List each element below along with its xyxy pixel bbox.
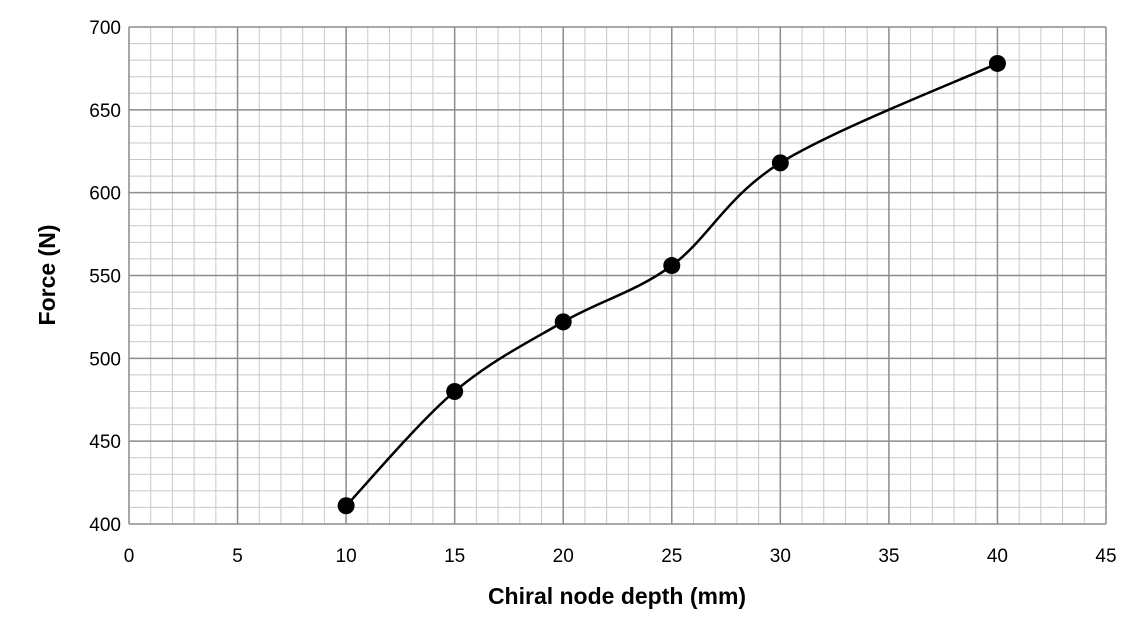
x-tick-label: 10	[336, 546, 357, 567]
x-tick-label: 30	[770, 546, 791, 567]
x-tick-label: 45	[1095, 546, 1116, 567]
y-tick-label: 450	[89, 432, 121, 453]
data-point	[663, 257, 681, 275]
x-tick-label: 25	[661, 546, 682, 567]
data-point	[771, 154, 789, 172]
y-axis-title: Force (N)	[34, 225, 60, 326]
x-tick-label: 5	[232, 546, 243, 567]
y-tick-label: 650	[89, 101, 121, 122]
y-axis-tick-labels: 400 450 500 550 600 650 700	[89, 18, 121, 536]
x-tick-label: 0	[124, 546, 135, 567]
x-axis-tick-labels: 0 5 10 15 20 25 30 35 40 45	[124, 546, 1117, 567]
data-point	[337, 497, 355, 515]
x-tick-label: 15	[444, 546, 465, 567]
x-axis-title: Chiral node depth (mm)	[488, 583, 746, 609]
series-line	[345, 62, 998, 507]
data-point	[988, 54, 1006, 72]
x-tick-label: 40	[987, 546, 1008, 567]
data-point	[554, 313, 572, 331]
y-tick-label: 600	[89, 184, 121, 205]
x-tick-label: 35	[878, 546, 899, 567]
data-point	[446, 382, 464, 400]
y-tick-label: 400	[89, 515, 121, 536]
y-tick-label: 500	[89, 349, 121, 370]
y-tick-label: 700	[89, 18, 121, 39]
x-tick-label: 20	[553, 546, 574, 567]
y-tick-label: 550	[89, 267, 121, 288]
data-series	[337, 54, 1006, 515]
